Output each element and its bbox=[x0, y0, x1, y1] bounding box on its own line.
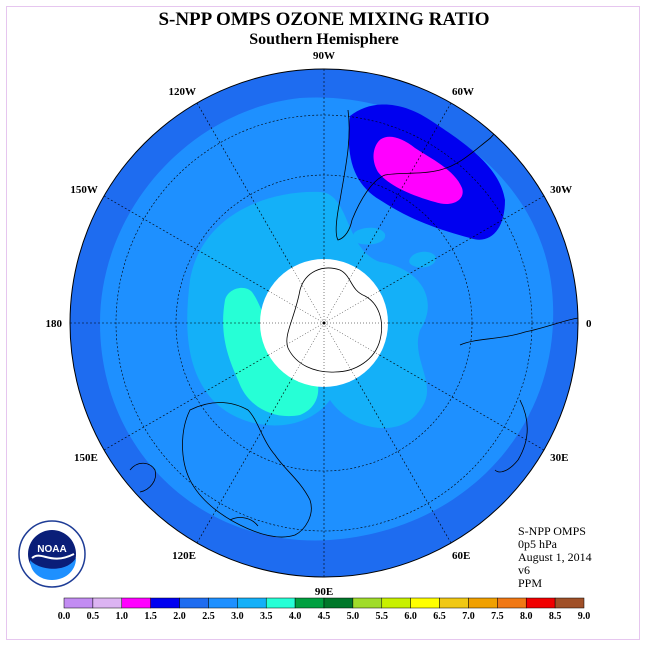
longitude-label: 120E bbox=[172, 550, 196, 562]
longitude-labels: 0 30E 60E 90E 120E 150E 180 150W 120W 90W 60W 30W bbox=[46, 50, 593, 598]
coastline-islands bbox=[229, 517, 259, 527]
longitude-label: 150E bbox=[74, 452, 98, 464]
colorbar-tick-label: 3.5 bbox=[260, 611, 273, 622]
colorbar-tick-label: 4.0 bbox=[289, 611, 302, 622]
colorbar-swatch bbox=[468, 597, 498, 609]
colorbar-tick-label: 1.5 bbox=[144, 611, 157, 622]
coastline-south-america bbox=[335, 109, 506, 241]
longitude-label: 180 bbox=[46, 318, 63, 330]
colorbar-tick-label: 7.0 bbox=[462, 611, 475, 622]
longitude-label: 60W bbox=[452, 86, 474, 98]
longitude-label: 30E bbox=[550, 452, 568, 464]
coastlines bbox=[129, 109, 578, 538]
plot-frame bbox=[6, 6, 640, 640]
colorbar-swatch bbox=[323, 597, 354, 609]
colorbar-swatch bbox=[294, 597, 325, 609]
info-date: August 1, 2014 bbox=[518, 550, 592, 564]
colorbar-tick-label: 0.0 bbox=[58, 611, 71, 622]
longitude-label: 0 bbox=[586, 318, 592, 330]
colorbar-tick-label: 1.0 bbox=[116, 611, 129, 622]
colorbar-swatch bbox=[439, 597, 469, 609]
ozone-field bbox=[70, 69, 578, 577]
colorbar-tick-label: 3.0 bbox=[231, 611, 244, 622]
colorbar-tick-label: 0.5 bbox=[87, 611, 100, 622]
noaa-logo: NOAA bbox=[18, 520, 86, 588]
colorbar-swatch bbox=[497, 597, 527, 609]
colorbar-tick-label: 5.0 bbox=[347, 611, 360, 622]
colorbar-swatch bbox=[150, 597, 180, 609]
colorbar-swatch bbox=[63, 597, 94, 609]
colorbar-tick-label: 6.5 bbox=[433, 611, 446, 622]
colorbar-swatch bbox=[208, 597, 238, 609]
longitude-label: 120W bbox=[169, 86, 197, 98]
colorbar-swatch bbox=[381, 597, 411, 609]
colorbar-tick-label: 4.5 bbox=[318, 611, 331, 622]
colorbar-swatch bbox=[179, 597, 209, 609]
field-level-1.0-minimum bbox=[373, 136, 463, 205]
coastline-australia bbox=[182, 402, 312, 538]
info-units: PPM bbox=[518, 576, 543, 590]
longitude-label: 30W bbox=[550, 184, 572, 196]
south-pole bbox=[322, 321, 326, 325]
map-border bbox=[69, 68, 579, 578]
colorbar-tick-label: 2.0 bbox=[173, 611, 186, 622]
longitude-label: 90E bbox=[315, 586, 333, 598]
colorbar-swatch bbox=[554, 597, 585, 609]
colorbar: 0.0 0.5 1.0 1.5 2.0 2.5 3.0 3.5 4.0 4.5 5.0 5.5 6.0 6… bbox=[58, 597, 591, 622]
colorbar-swatch bbox=[410, 597, 440, 609]
colorbar-swatch bbox=[265, 597, 296, 609]
colorbar-swatch bbox=[237, 597, 267, 609]
longitude-label: 150W bbox=[70, 184, 98, 196]
info-version: v6 bbox=[518, 563, 530, 577]
colorbar-tick-label: 8.5 bbox=[549, 611, 562, 622]
colorbar-tick-label: 8.0 bbox=[520, 611, 533, 622]
colorbar-swatch bbox=[525, 597, 556, 609]
chart-subtitle: Southern Hemisphere bbox=[249, 31, 399, 48]
longitude-label: 60E bbox=[452, 550, 470, 562]
colorbar-swatch bbox=[352, 597, 383, 609]
colorbar-swatch bbox=[92, 597, 123, 609]
graticule bbox=[70, 69, 578, 577]
info-block: S-NPP OMPS 0p5 hPa August 1, 2014 v6 PPM bbox=[518, 525, 592, 590]
chart-title: S-NPP OMPS OZONE MIXING RATIO bbox=[158, 9, 490, 30]
colorbar-tick-label: 5.5 bbox=[376, 611, 389, 622]
coastline-africa bbox=[459, 317, 578, 473]
colorbar-tick-label: 7.5 bbox=[491, 611, 504, 622]
colorbar-tick-label: 6.0 bbox=[404, 611, 417, 622]
info-product: S-NPP OMPS bbox=[518, 524, 586, 538]
info-level: 0p5 hPa bbox=[518, 537, 557, 551]
colorbar-tick-label: 9.0 bbox=[578, 611, 591, 622]
colorbar-swatch bbox=[121, 597, 151, 609]
logo-text: NOAA bbox=[37, 544, 66, 555]
field-level-3.0-patch bbox=[409, 251, 436, 268]
longitude-label: 90W bbox=[313, 50, 335, 62]
coastline-antarctica bbox=[286, 267, 382, 373]
colorbar-tick-label: 2.5 bbox=[202, 611, 215, 622]
field-level-3.0-patch bbox=[353, 227, 386, 245]
coastline-new-zealand bbox=[129, 462, 157, 493]
